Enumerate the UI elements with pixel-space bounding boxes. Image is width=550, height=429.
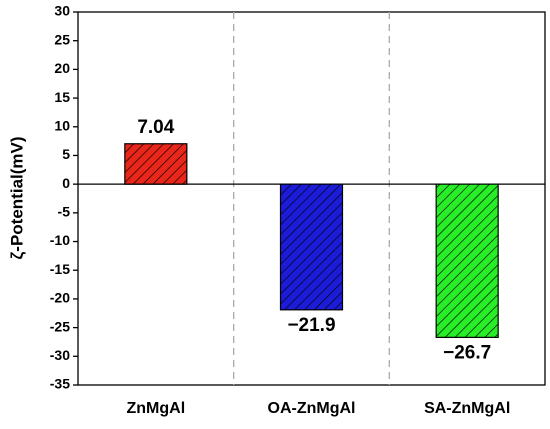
y-tick-label: -10 (50, 232, 70, 248)
y-tick-label: -20 (50, 290, 70, 306)
y-tick-label: -30 (50, 347, 70, 363)
y-tick-label: 5 (62, 146, 70, 162)
y-tick-label: 30 (54, 3, 70, 19)
x-tick-label: OA-ZnMgAl (268, 400, 356, 417)
y-axis-label: ζ-Potential(mV) (7, 136, 26, 259)
bar-hatch (124, 143, 187, 185)
x-tick-label: SA-ZnMgAl (424, 400, 510, 417)
y-tick-label: -15 (50, 261, 70, 277)
value-label: −26.7 (443, 342, 491, 363)
x-tick-label: ZnMgAl (127, 400, 186, 417)
value-label: 7.04 (137, 117, 174, 138)
plot-frame (77, 11, 546, 386)
y-tick-label: -25 (50, 318, 70, 334)
y-tick-label: 15 (54, 89, 70, 105)
bar-hatch (280, 184, 343, 310)
bar-hatch (436, 184, 499, 338)
y-tick-label: -35 (50, 376, 70, 392)
value-label: −21.9 (287, 315, 335, 336)
y-tick-label: 0 (62, 175, 70, 191)
y-tick-label: 25 (54, 31, 70, 47)
y-tick-label: 20 (54, 60, 70, 76)
y-tick-label: -5 (58, 204, 71, 220)
y-tick-label: 10 (54, 117, 70, 133)
